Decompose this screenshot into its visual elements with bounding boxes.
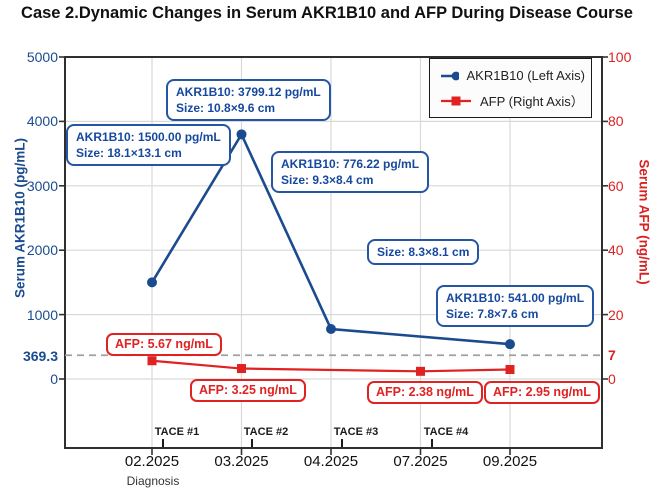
- annotation-akr1b10-541: AKR1B10: 541.00 pg/mL Size: 7.8×7.6 cm: [436, 285, 595, 327]
- horizontal-gridlines: [65, 120, 602, 380]
- right-cutoff-label: 7: [608, 347, 616, 363]
- annotation-size-line: Size: 18.1×13.1 cm: [76, 146, 182, 160]
- x-tick-04-2025: 04.2025: [303, 453, 359, 470]
- legend-marker-afp-icon: [441, 96, 471, 105]
- left-tick-0: 0: [50, 371, 58, 387]
- data-point-afp: [416, 366, 425, 376]
- left-cutoff-label: 369.3: [22, 348, 58, 364]
- chart-title: Case 2.Dynamic Changes in Serum AKR1B10 …: [21, 4, 633, 22]
- series-line-afp: [151, 359, 511, 373]
- right-tick-40: 40: [608, 242, 624, 258]
- annotation-size-line: Size: 7.8×7.6 cm: [446, 307, 539, 321]
- annotation-size-only: Size: 8.3×8.1 cm: [367, 239, 480, 265]
- legend-label-afp: AFP (Right Axis）: [480, 94, 584, 109]
- tace-label-1: TACE #1: [154, 426, 200, 438]
- diagnosis-note: Diagnosis: [126, 474, 180, 488]
- right-tick-80: 80: [608, 113, 624, 129]
- annotation-size-line: Size: 10.8×9.6 cm: [176, 101, 276, 115]
- right-tick-20: 20: [608, 307, 624, 323]
- data-point-akr1b10: [505, 339, 515, 350]
- right-tick-100: 100: [608, 49, 632, 65]
- right-y-axis-title: Serum AFP (ng/mL): [636, 159, 652, 285]
- right-tick-60: 60: [608, 178, 624, 194]
- legend-item-afp: AFP (Right Axis）: [440, 88, 585, 113]
- annotation-afp-295: AFP: 2.95 ng/mL: [484, 381, 600, 404]
- tace-event-ticks: [162, 439, 433, 448]
- annotation-value-line: AKR1B10: 3799.12 pg/mL: [176, 85, 321, 99]
- x-tick-03-2025: 03.2025: [214, 453, 269, 470]
- annotation-akr1b10-1500: AKR1B10: 1500.00 pg/mL Size: 18.1×13.1 c…: [66, 124, 231, 166]
- left-tick-1000: 1000: [26, 307, 58, 323]
- legend: AKR1B10 (Left Axis) AFP (Right Axis）: [429, 58, 592, 118]
- left-tick-4000: 4000: [26, 113, 58, 129]
- left-y-axis-title: Serum AKR1B10 (pg/mL): [12, 137, 28, 299]
- tace-label-4: TACE #4: [423, 426, 469, 438]
- data-point-akr1b10: [326, 324, 336, 335]
- data-point-akr1b10: [236, 129, 247, 140]
- annotation-afp-567: AFP: 5.67 ng/mL: [106, 333, 222, 356]
- legend-marker-akr1b10-icon: [441, 71, 459, 80]
- annotation-value-line: AKR1B10: 776.22 pg/mL: [281, 157, 420, 171]
- left-tick-3000: 3000: [26, 178, 58, 194]
- annotation-afp-238: AFP: 2.38 ng/mL: [367, 381, 483, 404]
- annotation-afp-325: AFP: 3.25 ng/mL: [190, 379, 306, 402]
- data-point-afp: [505, 365, 515, 375]
- left-tick-2000: 2000: [26, 242, 58, 258]
- right-tick-0: 0: [608, 371, 616, 387]
- tace-label-3: TACE #3: [333, 426, 379, 438]
- legend-label-akr1b10: AKR1B10 (Left Axis): [466, 68, 586, 83]
- series-layer: [65, 129, 602, 376]
- legend-item-akr1b10: AKR1B10 (Left Axis): [440, 63, 585, 88]
- data-point-akr1b10: [147, 277, 157, 288]
- data-point-afp: [237, 364, 246, 374]
- annotation-size-line: Size: 9.3×8.4 cm: [281, 173, 374, 187]
- annotation-akr1b10-776: AKR1B10: 776.22 pg/mL Size: 9.3×8.4 cm: [271, 151, 430, 193]
- left-tick-5000: 5000: [26, 49, 58, 65]
- tace-label-2: TACE #2: [243, 426, 289, 438]
- data-point-afp: [147, 356, 157, 366]
- plot-frame: [64, 56, 603, 449]
- annotation-size-line: Size: 8.3×8.1 cm: [377, 245, 470, 259]
- x-tick-09-2025: 09.2025: [482, 453, 538, 470]
- x-tick-02-2025: 02.2025: [124, 453, 180, 470]
- x-tick-07-2025: 07.2025: [393, 453, 448, 470]
- annotation-akr1b10-3799: AKR1B10: 3799.12 pg/mL Size: 10.8×9.6 cm: [166, 79, 331, 121]
- annotation-value-line: AKR1B10: 1500.00 pg/mL: [76, 130, 221, 144]
- annotation-value-line: AKR1B10: 541.00 pg/mL: [446, 291, 585, 305]
- series-line-akr1b10: [150, 131, 511, 346]
